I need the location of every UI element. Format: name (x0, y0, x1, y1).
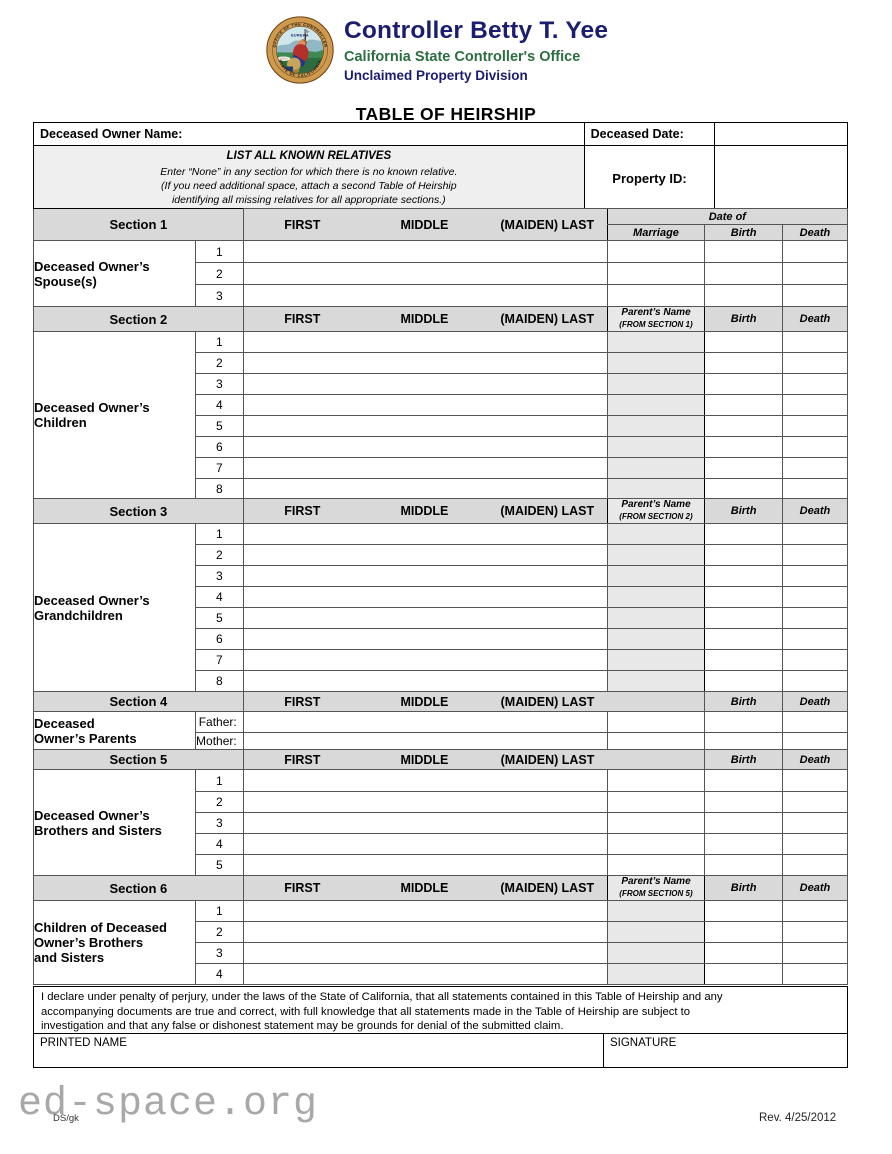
svg-text:EUREKA: EUREKA (291, 33, 309, 37)
